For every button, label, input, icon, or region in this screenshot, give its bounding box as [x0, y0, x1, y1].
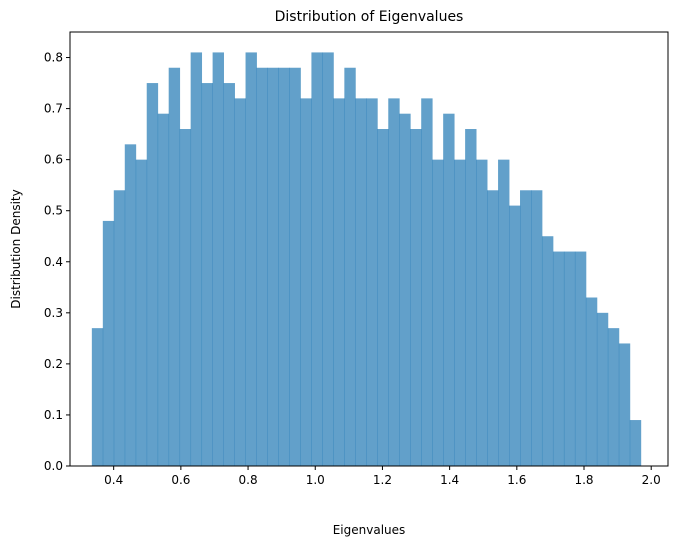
x-tick-label: 1.6 [507, 473, 526, 487]
x-tick-label: 1.2 [373, 473, 392, 487]
histogram-bar [465, 129, 477, 466]
histogram-bar [432, 159, 444, 466]
histogram-bar [190, 52, 203, 467]
plot-frame [69, 31, 669, 467]
histogram-bar [278, 67, 290, 466]
histogram-bar [91, 328, 104, 466]
histogram-bar [355, 98, 367, 467]
histogram-bar [574, 251, 587, 466]
histogram-bar [344, 67, 356, 466]
histogram-bar [530, 190, 543, 466]
histogram-bar [157, 113, 170, 466]
y-tick-label: 0.6 [44, 153, 63, 167]
y-tick-label: 0.1 [44, 408, 63, 422]
y-tick-label: 0.3 [44, 306, 63, 320]
y-axis-ticks: 0.0 0.1 0.2 0.3 0.4 0.5 0.6 0.7 0.8 [44, 51, 70, 473]
histogram-bar [322, 52, 334, 467]
histogram-bar [388, 98, 400, 467]
histogram-bar [377, 129, 389, 466]
histogram-bar [596, 312, 609, 466]
histogram-bar [300, 98, 312, 467]
histogram-bar [585, 297, 598, 466]
histogram-bar [113, 190, 126, 466]
histogram-bar [618, 343, 631, 466]
histogram-bar [399, 113, 411, 466]
histogram-bar [607, 328, 620, 466]
x-tick-label: 1.8 [574, 473, 593, 487]
histogram-bar [179, 129, 192, 466]
histogram-bar [476, 159, 488, 466]
histogram-bar [102, 220, 115, 466]
x-axis-label: Eigenvalues [333, 523, 406, 537]
histogram-bar [443, 113, 455, 466]
y-tick-label: 0.8 [44, 51, 63, 65]
y-tick-label: 0.2 [44, 357, 63, 371]
x-tick-label: 0.6 [171, 473, 190, 487]
histogram-bar [333, 98, 345, 467]
histogram-bar [520, 190, 532, 466]
histogram-bar [498, 159, 510, 466]
y-tick-label: 0.0 [44, 459, 63, 473]
histogram-bar [509, 205, 521, 466]
histogram-bar [563, 251, 576, 466]
histogram-bar [289, 67, 301, 466]
x-axis-ticks: 0.4 0.6 0.8 1.0 1.2 1.4 1.6 1.8 2.0 [104, 466, 661, 487]
histogram-bar [135, 159, 148, 466]
y-tick-label: 0.7 [44, 102, 63, 116]
histogram-bar [629, 420, 642, 466]
x-tick-label: 1.4 [440, 473, 459, 487]
histogram-bar [421, 98, 433, 467]
y-tick-label: 0.5 [44, 204, 63, 218]
histogram-bar [366, 98, 378, 467]
x-tick-label: 2.0 [642, 473, 661, 487]
x-tick-label: 1.0 [306, 473, 325, 487]
histogram-bar [541, 236, 554, 466]
histogram-bar [223, 83, 235, 466]
histogram-bar [267, 67, 279, 466]
histogram-bar [256, 67, 268, 466]
histogram-bar [552, 251, 565, 466]
histogram-bar [454, 159, 466, 466]
y-axis-label: Distribution Density [9, 189, 23, 308]
histogram-bar [245, 52, 257, 467]
histogram-bar [234, 98, 246, 467]
chart-title: Distribution of Eigenvalues [275, 9, 464, 25]
histogram-bar [201, 83, 214, 466]
histogram-bar [168, 67, 181, 466]
histogram-bar [212, 52, 224, 467]
histogram-bar [146, 83, 159, 466]
histogram-bar [124, 144, 137, 466]
x-tick-label: 0.4 [104, 473, 123, 487]
histogram-bar [410, 129, 422, 466]
y-tick-label: 0.4 [44, 255, 63, 269]
x-tick-label: 0.8 [239, 473, 258, 487]
histogram-bar [311, 52, 323, 467]
histogram-bar [487, 190, 499, 466]
histogram-bars [91, 52, 642, 467]
